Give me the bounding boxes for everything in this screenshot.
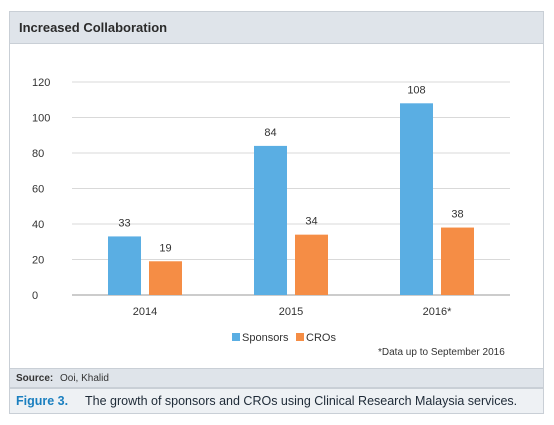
bar-cros-2016 — [441, 227, 474, 295]
figure-frame: Increased Collaboration 0 20 40 60 80 100 120 3… — [9, 11, 544, 414]
data-label: 19 — [159, 242, 171, 254]
bar-chart: 0 20 40 60 80 100 120 33 19 2014 84 34 2015 108 38 2016… — [32, 77, 510, 358]
figure-caption: Figure 3. The growth of sponsors and CRO… — [9, 388, 544, 414]
data-label: 108 — [407, 84, 425, 96]
data-label: 84 — [264, 127, 276, 139]
figure-caption-text: The growth of sponsors and CROs using Cl… — [85, 394, 518, 408]
x-tick-label: 2015 — [279, 306, 303, 318]
bar-cros-2014 — [149, 261, 182, 295]
bar-sponsors-2016 — [400, 103, 433, 295]
figure-header: Increased Collaboration — [9, 11, 544, 44]
x-tick-label: 2014 — [133, 306, 157, 318]
bar-sponsors-2015 — [254, 145, 287, 295]
bar-sponsors-2014 — [108, 236, 141, 295]
legend-swatch-cros — [296, 333, 304, 341]
y-tick-label: 40 — [32, 219, 44, 231]
legend-label-cros: CROs — [306, 332, 336, 344]
source-bar: Source: Ooi, Khalid — [9, 368, 544, 388]
source-label: Source: — [16, 373, 54, 384]
bar-cros-2015 — [295, 234, 328, 295]
x-tick-label: 2016* — [423, 306, 452, 318]
data-label: 33 — [118, 217, 130, 229]
figure-number: Figure 3. — [16, 394, 69, 408]
y-tick-label: 120 — [32, 77, 50, 89]
y-tick-label: 80 — [32, 148, 44, 160]
legend-label-sponsors: Sponsors — [242, 332, 289, 344]
y-tick-label: 100 — [32, 113, 50, 125]
source-text: Ooi, Khalid — [60, 373, 109, 384]
data-label: 38 — [451, 209, 463, 221]
y-tick-label: 60 — [32, 184, 44, 196]
data-label: 34 — [305, 216, 317, 228]
y-tick-label: 20 — [32, 255, 44, 267]
legend-swatch-sponsors — [232, 333, 240, 341]
figure-title: Increased Collaboration — [19, 20, 168, 35]
data-footnote: *Data up to September 2016 — [378, 347, 505, 358]
chart-panel: 0 20 40 60 80 100 120 33 19 2014 84 34 2015 108 38 2016… — [9, 44, 544, 370]
y-tick-label: 0 — [32, 290, 38, 302]
